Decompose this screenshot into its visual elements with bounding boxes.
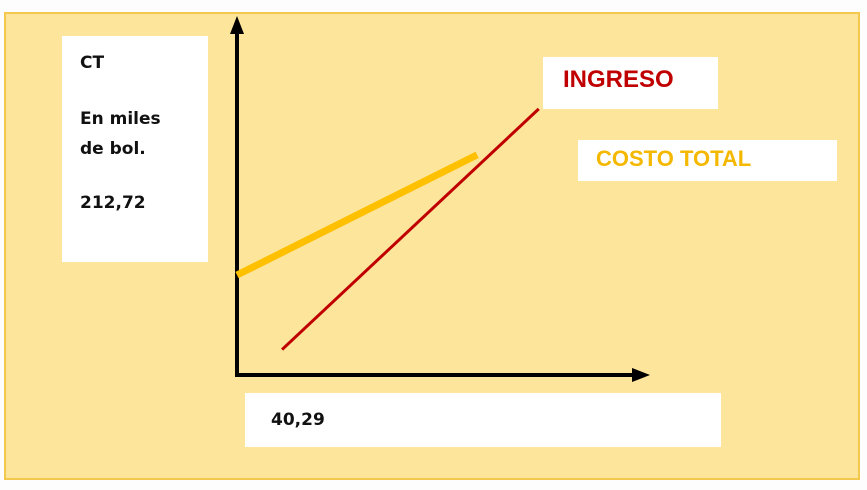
- series-line-ingreso: [281, 107, 540, 351]
- series-line-costo-total: [235, 151, 479, 279]
- costo-total-series-label-box: COSTO TOTAL: [578, 140, 837, 181]
- y-axis-label-box: CT En miles de bol. 212,72: [62, 36, 208, 262]
- y-axis-label-line-1: CT: [80, 53, 105, 73]
- x-value-label: 40,29: [271, 410, 325, 430]
- y-axis-arrow-icon: [230, 16, 244, 34]
- x-axis-arrow-icon: [632, 368, 650, 382]
- y-axis-label-line-3: de bol.: [80, 139, 146, 159]
- ingreso-series-label: INGRESO: [563, 66, 674, 93]
- ingreso-series-label-box: INGRESO: [543, 57, 718, 109]
- y-axis-label-line-2: En miles: [80, 109, 161, 129]
- series-layer: [235, 107, 540, 351]
- x-value-label-box: 40,29: [245, 393, 721, 447]
- y-value-label: 212,72: [80, 193, 146, 213]
- costo-total-series-label: COSTO TOTAL: [596, 146, 752, 171]
